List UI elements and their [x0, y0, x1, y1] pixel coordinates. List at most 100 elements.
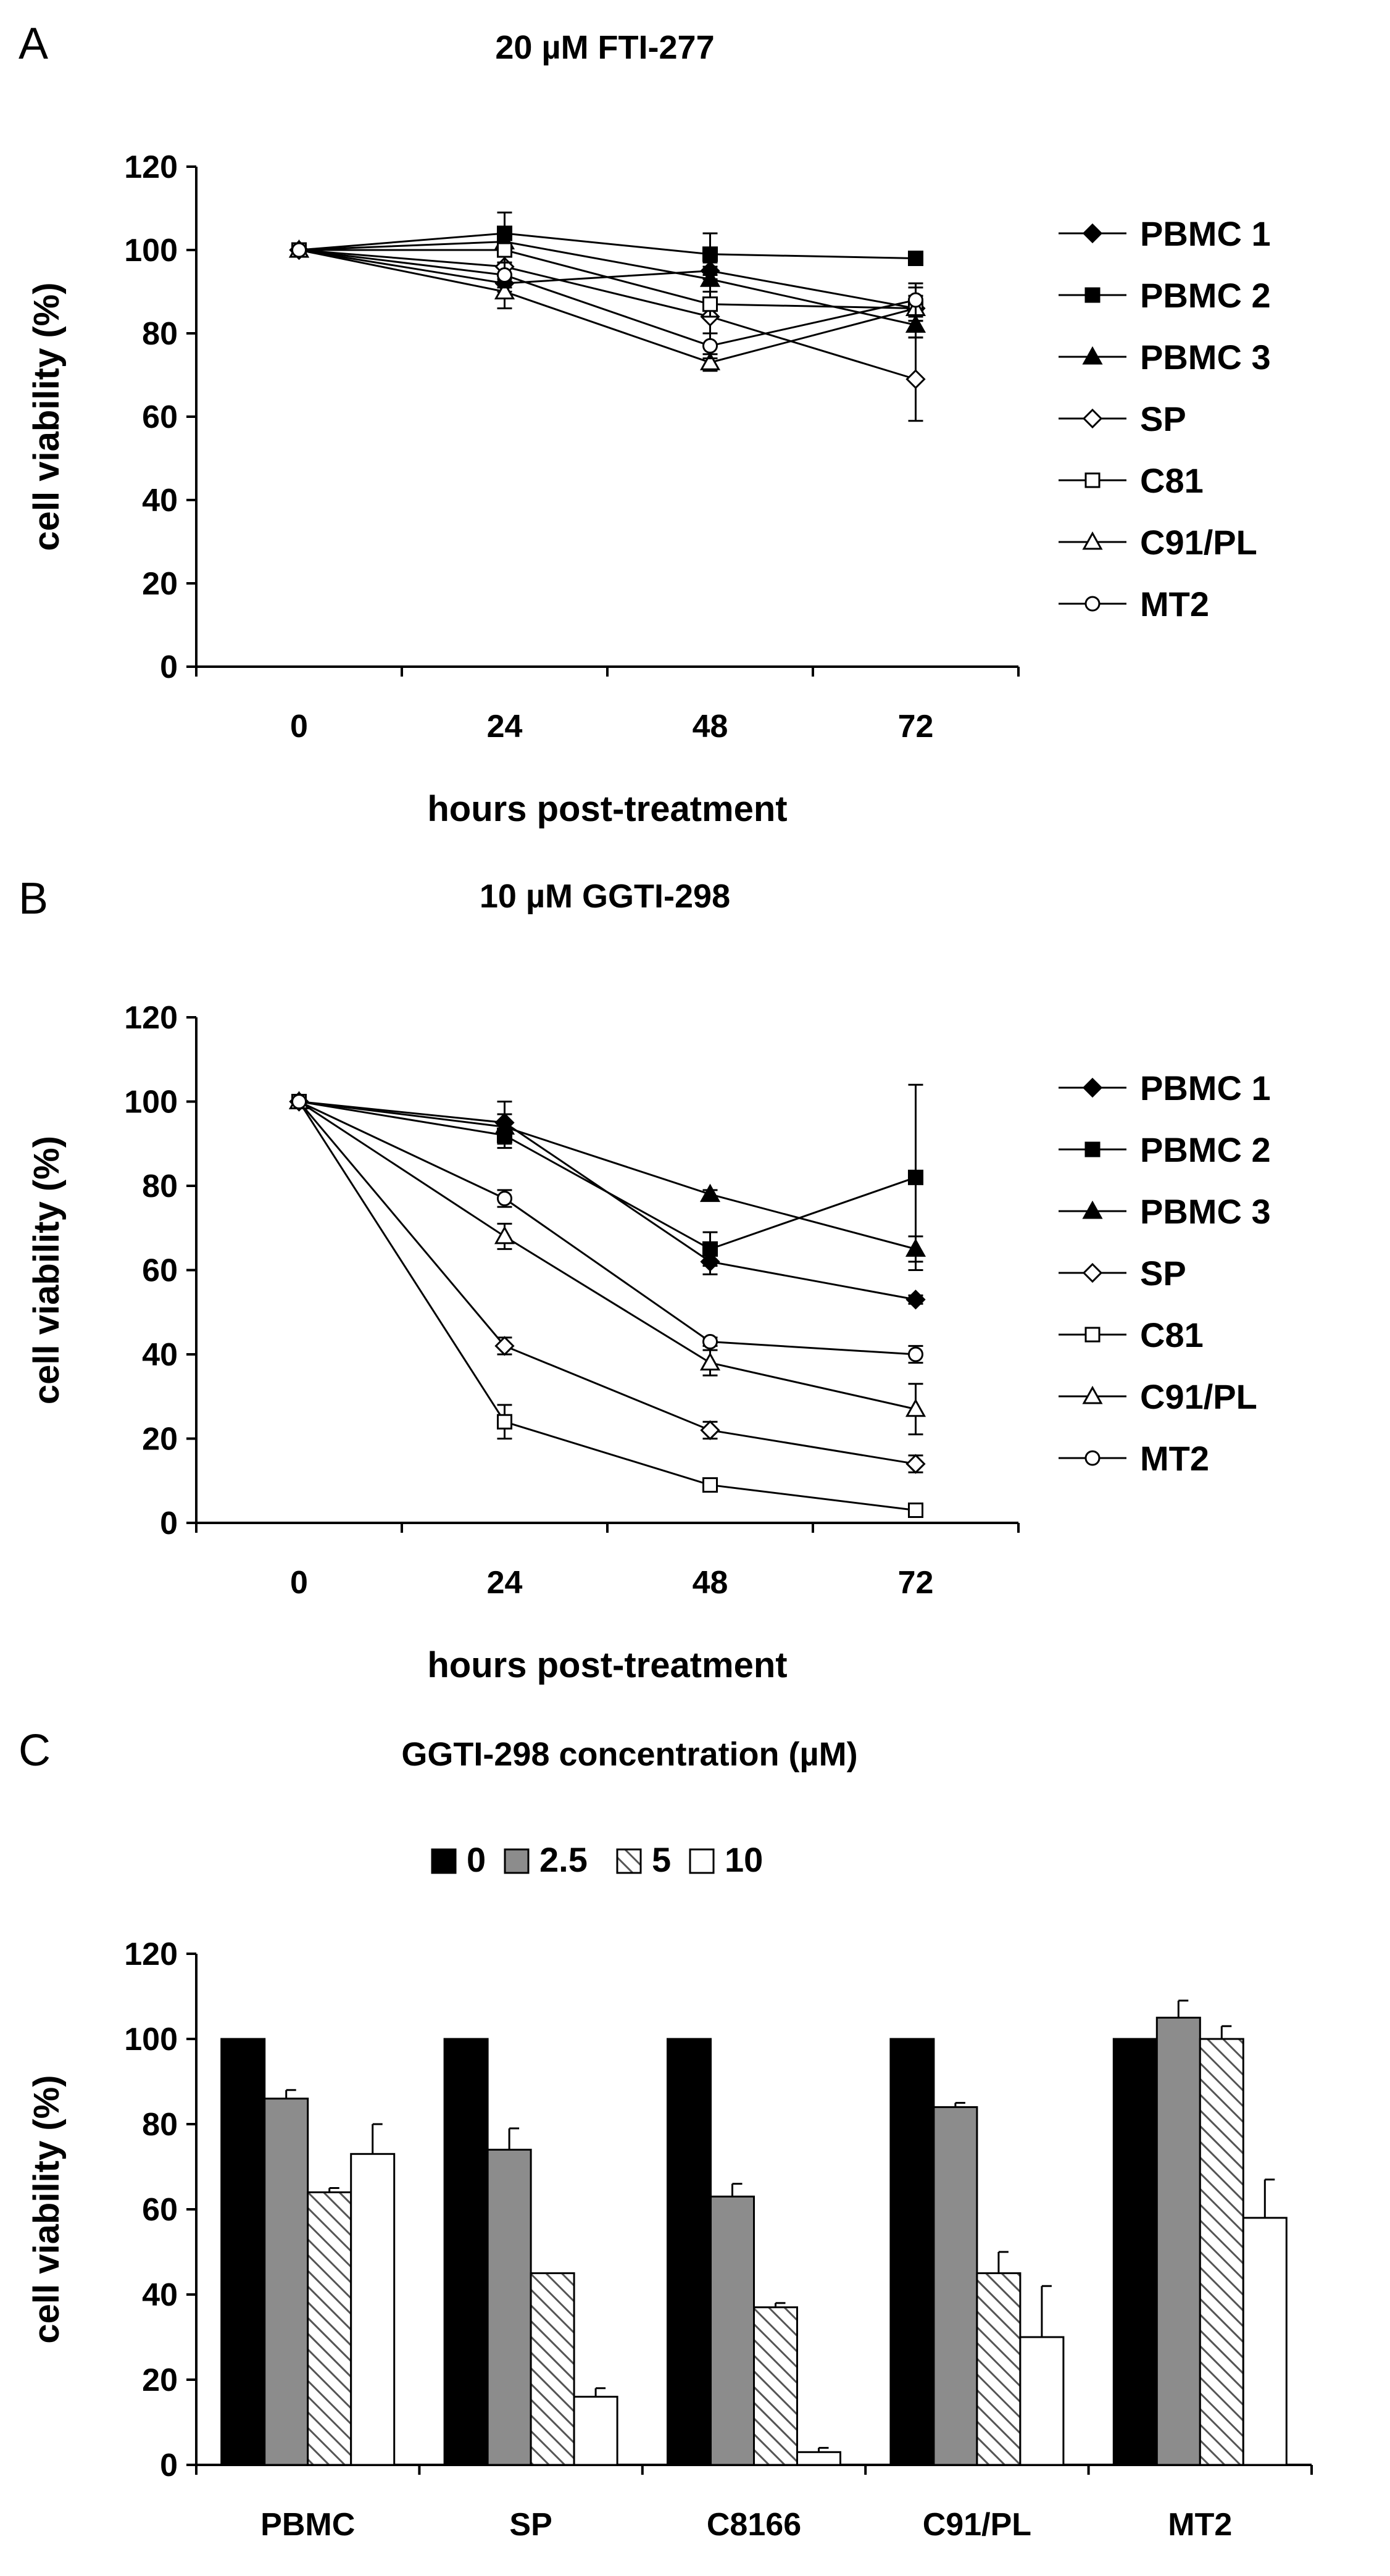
x-axis-label: hours post-treatment: [427, 1645, 787, 1685]
legend-marker: [1084, 472, 1101, 488]
panel-c: C GGTI-298 concentration (µM)0 2.5 5 1002040…: [19, 1726, 1313, 2543]
legend: PBMC 1 PBMC 2 PBMC 3 SP C81 C91/PL MT2: [1059, 1069, 1271, 1478]
legend-item-c81: C81: [1059, 1315, 1204, 1354]
series-line: [299, 240, 916, 326]
bar: [710, 2195, 755, 2466]
data-point: [494, 281, 515, 299]
y-tick-label: 40: [142, 483, 178, 519]
series-line: [299, 249, 916, 347]
legend-label: C91/PL: [1140, 523, 1257, 562]
data-point: [908, 251, 923, 266]
y-tick-label: 20: [142, 566, 178, 602]
legend-marker: [1084, 1141, 1101, 1157]
legend-swatch: [689, 1848, 715, 1874]
bar: [753, 2306, 798, 2466]
legend-marker: [1082, 531, 1103, 550]
bar: [667, 2038, 712, 2466]
legend-item-2-5: 2.5: [504, 1840, 588, 1879]
series-pbmc-1: [289, 1091, 926, 1310]
data-point: [702, 1241, 718, 1257]
x-tick-label: 48: [693, 709, 728, 744]
series-line: [299, 249, 916, 309]
x-tick-label: 0: [290, 1565, 308, 1601]
legend-marker: [1082, 1200, 1103, 1219]
bar: [1019, 2336, 1065, 2466]
series-0: [220, 2038, 1158, 2466]
chart-title: GGTI-298 concentration (µM): [401, 1736, 857, 1773]
legend-item-sp: SP: [1059, 1254, 1186, 1293]
bar: [1199, 2038, 1244, 2466]
legend-item-pbmc-1: PBMC 1: [1059, 1069, 1271, 1107]
legend-label: PBMC 3: [1140, 1192, 1271, 1231]
data-point: [905, 1454, 926, 1474]
bar: [976, 2272, 1022, 2466]
series-line: [298, 1101, 916, 1411]
legend-marker: [1084, 287, 1101, 303]
legend-label: C91/PL: [1140, 1377, 1257, 1416]
data-point: [497, 242, 512, 258]
bar: [307, 2191, 352, 2466]
legend-label: 2.5: [539, 1840, 588, 1879]
series-mt2: [291, 242, 923, 359]
x-tick-label: 0: [290, 709, 308, 744]
legend-item-pbmc-3: PBMC 3: [1059, 1192, 1271, 1231]
legend-label: MT2: [1140, 585, 1209, 623]
chart-title: 10 µM GGTI-298: [480, 878, 730, 915]
legend-marker: [1084, 1327, 1101, 1343]
data-point: [905, 1238, 926, 1257]
panel-letter: B: [19, 874, 48, 923]
series-line: [299, 1101, 916, 1250]
legend-label: 0: [467, 1840, 486, 1879]
y-tick-label: 0: [160, 2448, 178, 2483]
legend: PBMC 1 PBMC 2 PBMC 3 SP C81 C91/PL MT2: [1059, 214, 1271, 623]
legend-item-5: 5: [616, 1840, 671, 1879]
series-5: [307, 2025, 1244, 2466]
x-tick-label: 48: [693, 1565, 728, 1601]
panel-letter: A: [19, 19, 48, 69]
data-point: [494, 1225, 515, 1244]
series-line: [299, 1101, 916, 1251]
y-tick-label: 60: [142, 1253, 178, 1289]
bar: [1155, 2017, 1201, 2466]
legend-item-mt2: MT2: [1059, 1439, 1209, 1478]
data-point: [291, 242, 307, 258]
data-point: [494, 1116, 515, 1135]
y-tick-label: 120: [124, 149, 178, 185]
series-line: [299, 249, 916, 364]
legend-marker: [1084, 596, 1101, 612]
y-tick-label: 60: [142, 2192, 178, 2228]
series-line: [299, 249, 916, 380]
x-tick-label: SP: [509, 2507, 552, 2543]
y-axis-label: cell viability (%): [27, 282, 67, 551]
series-10: [350, 2123, 1288, 2466]
data-point: [700, 1420, 720, 1440]
data-point: [702, 246, 718, 262]
data-point: [905, 1290, 926, 1310]
x-axis-label: hours post-treatment: [427, 789, 787, 829]
panel-b: B 10 µM GGTI-298 0 20 40 60 80 100 120 0 24 48 72 hou…: [19, 874, 1271, 1685]
bar: [933, 2106, 978, 2466]
panel-letter: C: [19, 1726, 51, 1775]
data-point: [699, 352, 721, 370]
y-axis-label: cell viability (%): [27, 1136, 67, 1404]
series-c91-pl: [288, 1091, 926, 1436]
data-point: [908, 1169, 923, 1185]
y-tick-label: 120: [124, 1000, 178, 1036]
x-tick-label: 24: [487, 709, 523, 744]
legend: 0 2.5 5 10: [431, 1840, 763, 1879]
series-pbmc-2: [291, 211, 923, 276]
legend-swatch: [504, 1848, 530, 1874]
series-pbmc-1: [289, 240, 926, 322]
legend-marker: [1084, 1450, 1101, 1466]
x-tick-label: 72: [898, 709, 934, 744]
legend-label: PBMC 3: [1140, 338, 1271, 377]
x-tick-label: MT2: [1168, 2507, 1232, 2543]
data-point: [702, 296, 718, 312]
series-c81: [291, 236, 923, 322]
y-tick-label: 20: [142, 2362, 178, 2398]
bar: [573, 2396, 618, 2466]
series-line: [299, 232, 916, 259]
x-tick-label: C8166: [707, 2507, 801, 2543]
